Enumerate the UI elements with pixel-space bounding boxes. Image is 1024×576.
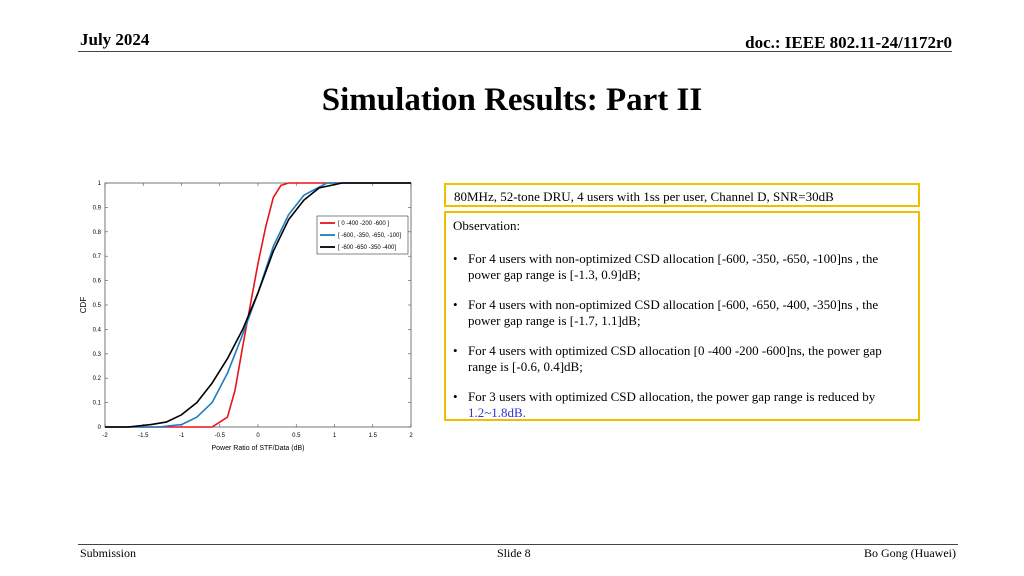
observation-text: For 4 users with non-optimized CSD alloc… bbox=[468, 297, 879, 328]
footer-divider bbox=[78, 544, 958, 545]
footer-submission: Submission bbox=[80, 546, 137, 560]
legend-label: [ -600 -650 -350 -400] bbox=[338, 245, 396, 251]
x-tick-label: -1 bbox=[179, 433, 185, 439]
x-tick-label: 0.5 bbox=[292, 433, 301, 439]
x-tick-label: 2 bbox=[409, 433, 413, 439]
x-tick-label: -2 bbox=[102, 433, 108, 439]
y-tick-label: 0.1 bbox=[93, 401, 102, 407]
observation-text: For 4 users with non-optimized CSD alloc… bbox=[468, 251, 879, 282]
footer-slide-number: Slide 8 bbox=[497, 546, 531, 560]
x-tick-label: 1.5 bbox=[369, 433, 378, 439]
y-tick-label: 0.9 bbox=[93, 205, 102, 211]
header-date: July 2024 bbox=[80, 30, 150, 49]
footer-author: Bo Gong (Huawei) bbox=[864, 546, 956, 560]
observation-text: For 4 users with optimized CSD allocatio… bbox=[468, 343, 882, 374]
y-tick-label: 0.6 bbox=[93, 279, 102, 285]
y-tick-label: 1 bbox=[98, 181, 102, 187]
x-tick-label: -0.5 bbox=[215, 433, 226, 439]
observation-box: Observation: • For 4 users with non-opti… bbox=[444, 211, 920, 421]
y-tick-label: 0.7 bbox=[93, 254, 102, 260]
bullet-icon: • bbox=[453, 297, 458, 312]
info-box: 80MHz, 52-tone DRU, 4 users with 1ss per… bbox=[444, 183, 920, 207]
observation-item: • For 4 users with optimized CSD allocat… bbox=[453, 343, 908, 375]
legend-label: [ -600, -350, -650, -100] bbox=[338, 233, 401, 239]
x-tick-label: 0 bbox=[256, 433, 260, 439]
bullet-icon: • bbox=[453, 343, 458, 358]
observation-text: For 3 users with optimized CSD allocatio… bbox=[468, 389, 876, 404]
series-line bbox=[105, 182, 411, 428]
y-tick-label: 0.5 bbox=[93, 303, 102, 309]
y-tick-label: 0 bbox=[98, 425, 102, 431]
observation-highlight: 1.2~1.8dB. bbox=[468, 405, 526, 420]
header-doc-id: doc.: IEEE 802.11-24/1172r0 bbox=[745, 33, 952, 52]
y-tick-label: 0.4 bbox=[93, 327, 102, 333]
cdf-chart: -2 -1.5 -1 -0.5 0 0.5 1 1.5 2 0 0.1 0.2 0.3 0.4 0.5 0.6… bbox=[79, 181, 413, 452]
y-tick-label: 0.3 bbox=[93, 352, 102, 358]
series-line bbox=[105, 182, 411, 428]
bullet-icon: • bbox=[453, 389, 458, 404]
slide-title: Simulation Results: Part II bbox=[321, 82, 703, 118]
observation-item: • For 4 users with non-optimized CSD all… bbox=[453, 297, 908, 329]
legend-label: [ 0 -400 -200 -600 ] bbox=[338, 221, 389, 227]
y-tick-label: 0.8 bbox=[93, 230, 102, 236]
observation-item: • For 3 users with optimized CSD allocat… bbox=[453, 389, 908, 421]
x-axis-label: Power Ratio of STF/Data (dB) bbox=[212, 445, 305, 452]
x-tick-label: -1.5 bbox=[138, 433, 149, 439]
observation-heading: Observation: bbox=[453, 218, 521, 233]
y-tick-label: 0.2 bbox=[93, 376, 102, 382]
header-divider bbox=[78, 51, 952, 52]
x-tick-label: 1 bbox=[333, 433, 337, 439]
observation-item: • For 4 users with non-optimized CSD all… bbox=[453, 251, 908, 283]
y-axis-label: CDF bbox=[79, 297, 88, 314]
bullet-icon: • bbox=[453, 251, 458, 266]
series-line bbox=[105, 182, 411, 428]
